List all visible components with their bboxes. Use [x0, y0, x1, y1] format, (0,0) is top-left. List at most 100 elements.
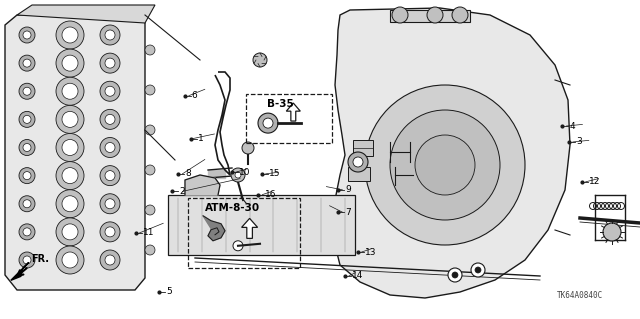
Circle shape — [145, 205, 155, 215]
Circle shape — [348, 152, 368, 172]
Circle shape — [62, 83, 78, 99]
Text: 13: 13 — [365, 248, 376, 256]
Circle shape — [105, 58, 115, 68]
Text: 5: 5 — [166, 287, 172, 296]
Circle shape — [100, 81, 120, 101]
Circle shape — [145, 245, 155, 255]
Circle shape — [19, 139, 35, 155]
Circle shape — [19, 27, 35, 43]
Circle shape — [56, 77, 84, 105]
Circle shape — [56, 49, 84, 77]
Circle shape — [62, 167, 78, 184]
Circle shape — [105, 199, 115, 209]
Circle shape — [390, 110, 500, 220]
Bar — [188, 198, 300, 268]
Circle shape — [23, 172, 31, 180]
Circle shape — [231, 168, 245, 182]
Circle shape — [452, 7, 468, 23]
Text: TK64A0840C: TK64A0840C — [557, 291, 603, 300]
Circle shape — [62, 111, 78, 127]
Bar — [168, 195, 355, 255]
Circle shape — [23, 87, 31, 95]
Circle shape — [365, 85, 525, 245]
Circle shape — [62, 139, 78, 155]
Text: B-35: B-35 — [268, 99, 294, 109]
Circle shape — [56, 190, 84, 218]
Circle shape — [23, 144, 31, 152]
Text: 2: 2 — [179, 187, 184, 196]
Circle shape — [100, 53, 120, 73]
Circle shape — [19, 252, 35, 268]
Circle shape — [62, 55, 78, 71]
Circle shape — [105, 86, 115, 96]
Polygon shape — [203, 216, 225, 241]
Circle shape — [145, 85, 155, 95]
Circle shape — [19, 55, 35, 71]
Circle shape — [56, 105, 84, 133]
Circle shape — [56, 21, 84, 49]
Circle shape — [100, 222, 120, 242]
Circle shape — [105, 171, 115, 181]
Circle shape — [105, 143, 115, 152]
Circle shape — [23, 59, 31, 67]
Polygon shape — [11, 262, 29, 280]
Circle shape — [145, 125, 155, 135]
Text: 14: 14 — [352, 271, 363, 280]
Text: 3: 3 — [576, 137, 582, 146]
Polygon shape — [242, 219, 258, 238]
Text: 16: 16 — [266, 190, 277, 199]
Circle shape — [62, 224, 78, 240]
Text: 12: 12 — [589, 177, 600, 186]
Polygon shape — [335, 8, 570, 298]
Circle shape — [62, 252, 78, 268]
Circle shape — [23, 31, 31, 39]
Circle shape — [19, 167, 35, 184]
Bar — [246, 94, 332, 143]
Circle shape — [23, 200, 31, 208]
Circle shape — [235, 172, 241, 178]
Bar — [348, 167, 370, 181]
Text: 9: 9 — [346, 185, 351, 194]
Circle shape — [100, 25, 120, 45]
Circle shape — [100, 109, 120, 130]
Text: FR.: FR. — [31, 254, 49, 264]
Circle shape — [100, 194, 120, 214]
Circle shape — [427, 7, 443, 23]
Circle shape — [242, 142, 254, 154]
Circle shape — [105, 30, 115, 40]
Circle shape — [56, 162, 84, 189]
Polygon shape — [5, 15, 145, 290]
Circle shape — [56, 218, 84, 246]
Circle shape — [253, 53, 267, 67]
Text: 10: 10 — [239, 168, 250, 177]
Text: 11: 11 — [143, 228, 154, 237]
Polygon shape — [286, 103, 300, 121]
Circle shape — [392, 7, 408, 23]
Circle shape — [100, 166, 120, 186]
Text: ATM-8-30: ATM-8-30 — [205, 203, 260, 213]
Text: 1: 1 — [198, 134, 204, 143]
Circle shape — [23, 115, 31, 123]
Circle shape — [19, 224, 35, 240]
Circle shape — [23, 228, 31, 236]
Text: 8: 8 — [186, 169, 191, 178]
Circle shape — [145, 165, 155, 175]
Circle shape — [100, 250, 120, 270]
Text: 15: 15 — [269, 169, 280, 178]
Text: 6: 6 — [192, 91, 198, 100]
Text: 7: 7 — [346, 208, 351, 217]
Circle shape — [233, 241, 243, 251]
Polygon shape — [185, 175, 220, 195]
Circle shape — [452, 272, 458, 278]
Circle shape — [471, 263, 485, 277]
Circle shape — [19, 111, 35, 127]
Circle shape — [448, 268, 462, 282]
Circle shape — [603, 223, 621, 241]
Circle shape — [475, 267, 481, 273]
Circle shape — [105, 227, 115, 237]
Circle shape — [62, 196, 78, 212]
Polygon shape — [17, 5, 155, 23]
Circle shape — [415, 135, 475, 195]
Circle shape — [100, 137, 120, 158]
Circle shape — [56, 133, 84, 161]
